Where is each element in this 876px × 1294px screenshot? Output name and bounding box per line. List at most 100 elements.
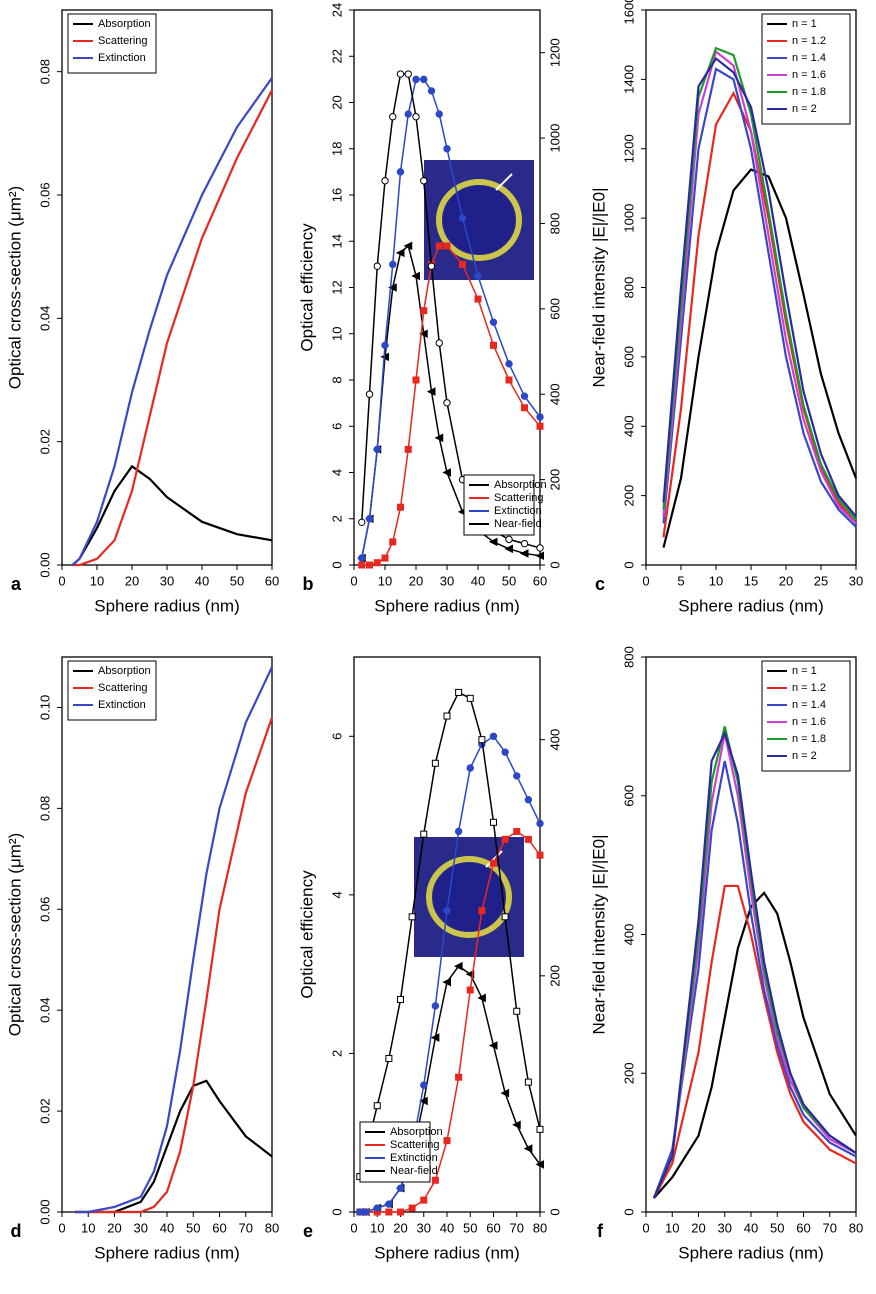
x-tick-label: 50 <box>186 1220 200 1235</box>
y-tick-label: 1600 <box>621 0 636 24</box>
x-tick-label: 40 <box>195 573 209 588</box>
panel-label: c <box>595 574 605 594</box>
marker <box>474 295 482 303</box>
legend-label: n = 2 <box>792 750 817 762</box>
marker <box>395 248 405 258</box>
x-tick-label: 60 <box>265 573 279 588</box>
marker <box>434 433 444 443</box>
marker <box>442 468 451 477</box>
y-tick-label: 0 <box>329 1208 344 1215</box>
y-tick-label: 18 <box>329 142 344 156</box>
marker <box>536 819 544 828</box>
marker <box>408 1204 416 1212</box>
marker <box>455 688 463 696</box>
marker <box>443 907 451 915</box>
series-line <box>652 733 857 1199</box>
y-axis-label: Near-field intensity |E|/|E0| <box>589 834 608 1034</box>
x-tick-label: 30 <box>160 573 174 588</box>
marker <box>435 110 443 118</box>
y-tick-label: 1400 <box>621 65 636 94</box>
inset-arrow <box>495 173 513 191</box>
y-tick-label: 200 <box>621 485 636 507</box>
marker <box>519 549 529 558</box>
marker <box>521 404 528 412</box>
marker <box>489 732 498 740</box>
marker <box>373 262 381 270</box>
marker <box>454 827 463 836</box>
y-tick-label: 0.08 <box>37 796 52 821</box>
marker <box>455 1073 463 1081</box>
y-tick-label: 0.02 <box>37 429 52 454</box>
y-tick-label: 6 <box>329 733 344 740</box>
marker <box>403 241 413 251</box>
legend-label: Absorption <box>98 18 151 30</box>
marker <box>501 913 509 921</box>
marker <box>513 827 521 835</box>
y-tick-label: 0.06 <box>37 897 52 922</box>
y2-tick-label: 200 <box>547 965 562 987</box>
marker <box>420 1196 428 1204</box>
y2-tick-label: 1000 <box>547 124 562 153</box>
x-axis-label: Sphere radius (nm) <box>678 596 824 615</box>
marker <box>435 339 443 347</box>
marker <box>358 518 366 527</box>
x-tick-label: 0 <box>350 573 357 588</box>
marker <box>478 736 486 744</box>
marker <box>536 544 544 552</box>
marker <box>431 759 439 767</box>
marker <box>443 1137 451 1145</box>
y-tick-label: 0.08 <box>37 59 52 84</box>
legend-label: Absorption <box>98 665 151 677</box>
y-tick-label: 0 <box>621 561 636 568</box>
marker <box>412 376 420 384</box>
marker <box>397 1208 404 1216</box>
y-tick-label: 2 <box>329 515 344 522</box>
series-line <box>75 666 273 1214</box>
legend-label: Scattering <box>98 35 148 47</box>
y-tick-label: 0.06 <box>37 182 52 207</box>
marker <box>520 392 529 400</box>
marker <box>524 835 532 843</box>
panel-label: a <box>11 574 22 594</box>
series-line <box>361 78 541 559</box>
y2-tick-label: 600 <box>547 298 562 320</box>
marker <box>365 515 374 523</box>
marker <box>505 535 513 544</box>
y-tick-label: 4 <box>329 469 344 476</box>
y-tick-label: 0 <box>621 1208 636 1215</box>
panel: 0 10 20 30 40 50 60 0.00 0.02 0.04 0.06 0.08 Sphere … <box>5 9 279 615</box>
marker <box>431 1176 439 1184</box>
marker <box>396 168 405 176</box>
marker <box>389 260 397 269</box>
y-tick-label: 4 <box>329 891 344 898</box>
x-tick-label: 40 <box>744 1220 758 1235</box>
marker <box>490 341 497 349</box>
marker <box>404 70 412 78</box>
marker <box>411 271 420 281</box>
x-tick-label: 30 <box>417 1220 431 1235</box>
marker <box>373 559 381 567</box>
y-tick-label: 14 <box>329 234 344 248</box>
inset-glow <box>426 856 512 938</box>
marker <box>466 694 474 702</box>
marker <box>385 1208 393 1216</box>
y2-tick-label: 1200 <box>547 38 562 67</box>
marker <box>523 1144 533 1153</box>
y-tick-label: 20 <box>329 95 344 109</box>
y-tick-label: 400 <box>621 415 636 437</box>
panel: 0 5 10 15 20 25 30 0 200 400 600 800 1000 1200 1400 160… <box>589 0 863 615</box>
x-tick-label: 15 <box>744 573 758 588</box>
series-line <box>71 77 273 566</box>
marker <box>524 796 533 804</box>
marker <box>358 561 366 569</box>
legend-label: n = 1.4 <box>792 699 826 711</box>
marker <box>435 242 443 250</box>
y-tick-label: 16 <box>329 188 344 202</box>
x-axis-label: Sphere radius (nm) <box>94 1243 240 1262</box>
marker <box>490 818 497 826</box>
x-tick-label: 0 <box>58 573 65 588</box>
inset-sphere <box>443 186 515 254</box>
panel: 0 10 20 30 40 50 60 70 80 0.00 0.02 0.04 0.06 0.08 0.1… <box>5 656 279 1262</box>
y-tick-label: 0.10 <box>37 695 52 720</box>
